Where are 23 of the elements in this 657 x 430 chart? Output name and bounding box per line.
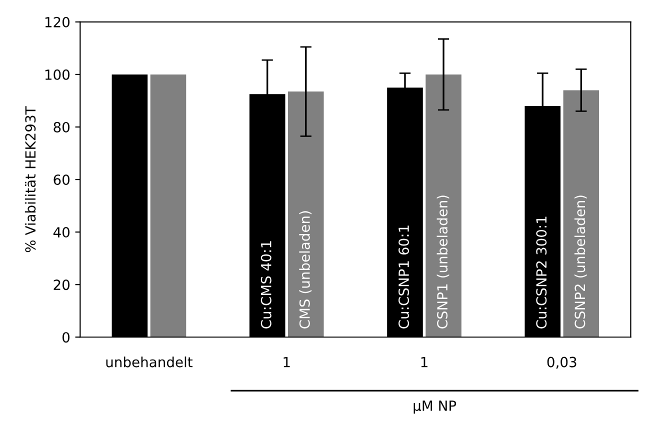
- bar: [563, 90, 600, 338]
- x-tick-label: 1: [284, 356, 290, 368]
- x-tick-label: 1: [421, 356, 428, 368]
- annotation: CMS (unbeladen): [299, 211, 312, 328]
- x-tick-label: unbehandelt: [106, 356, 193, 368]
- y-tick-label: 60: [54, 174, 70, 185]
- x-tick-label: 0,03: [547, 356, 576, 369]
- bar: [288, 92, 324, 338]
- y-tick-label: 100: [45, 69, 70, 80]
- annotation: Cu:CSNP2 300:1: [536, 216, 547, 328]
- y-tick-label: 20: [54, 280, 70, 290]
- y-axis-title: % Viabilität HEK293T: [24, 106, 36, 252]
- y-tick-label: 40: [53, 227, 70, 238]
- x-axis-title: µM NP: [414, 400, 456, 414]
- annotation: Cu:CSNP1 60:1: [398, 226, 410, 328]
- annotation: CSNP1 (unbeladen): [436, 196, 450, 328]
- y-tick-label: 0: [62, 332, 70, 343]
- y-tick-label: 120: [45, 16, 70, 28]
- bar: [426, 74, 462, 338]
- y-tick-label: 80: [54, 122, 70, 132]
- annotation: Cu:CMS 40:1: [260, 241, 272, 328]
- bar: [150, 74, 186, 338]
- annotation: CSNP2 (unbeladen): [574, 196, 587, 328]
